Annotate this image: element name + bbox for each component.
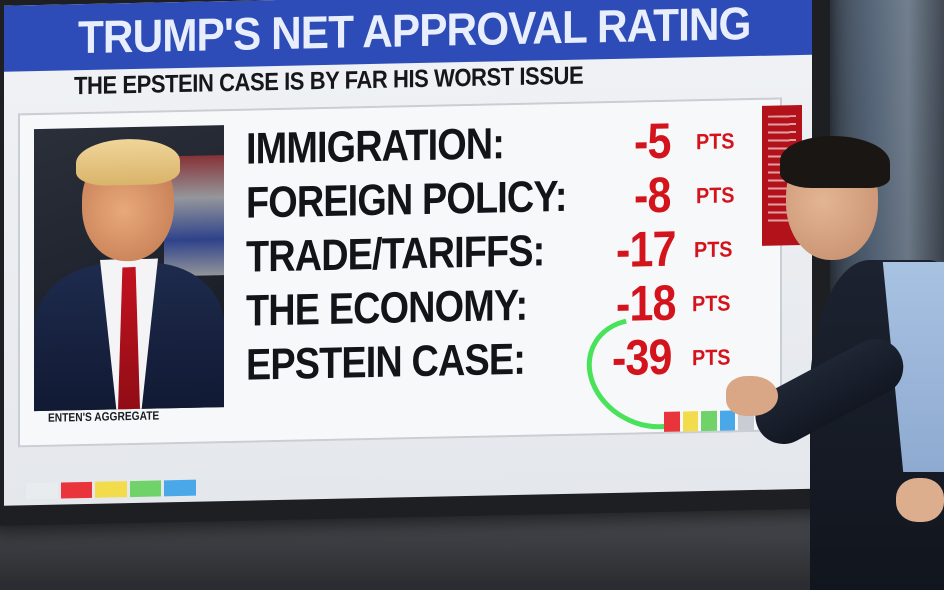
swatch[interactable] bbox=[129, 480, 162, 498]
issue-label: FOREIGN POLICY: bbox=[246, 171, 567, 228]
presenter-other-hand bbox=[896, 478, 944, 522]
issue-label: TRADE/TARIFFS: bbox=[246, 226, 545, 282]
issue-label: EPSTEIN CASE: bbox=[246, 334, 525, 390]
source-label: ENTEN'S AGGREGATE bbox=[48, 408, 160, 425]
swatch[interactable] bbox=[664, 411, 680, 432]
swatch[interactable] bbox=[682, 411, 699, 432]
issue-row-immigration[interactable]: IMMIGRATION: -5 PTS bbox=[246, 112, 766, 177]
presenter bbox=[700, 120, 944, 590]
swatch[interactable] bbox=[26, 482, 58, 500]
presenter-hair bbox=[780, 136, 890, 188]
issue-value: -5 bbox=[634, 112, 671, 170]
color-swatch-bar[interactable] bbox=[26, 479, 196, 500]
issue-value: -17 bbox=[616, 220, 676, 278]
screen-display: TRUMP'S NET APPROVAL RATING THE EPSTEIN … bbox=[4, 0, 812, 506]
issue-row-economy[interactable]: THE ECONOMY: -18 PTS bbox=[246, 275, 766, 339]
candidate-photo bbox=[34, 125, 224, 412]
issue-label: IMMIGRATION: bbox=[246, 119, 505, 174]
title-bar: TRUMP'S NET APPROVAL RATING bbox=[4, 0, 812, 72]
issue-label: THE ECONOMY: bbox=[246, 280, 528, 336]
issue-row-foreign-policy[interactable]: FOREIGN POLICY: -8 PTS bbox=[246, 166, 766, 231]
presenter-pointing-hand bbox=[726, 376, 778, 416]
photo-hair bbox=[76, 138, 180, 187]
issue-row-trade-tariffs[interactable]: TRADE/TARIFFS: -17 PTS bbox=[246, 220, 766, 285]
issue-value: -8 bbox=[634, 166, 671, 224]
swatch[interactable] bbox=[95, 481, 127, 498]
swatch[interactable] bbox=[60, 481, 93, 499]
graphic-title: TRUMP'S NET APPROVAL RATING bbox=[78, 0, 751, 64]
swatch[interactable] bbox=[164, 479, 196, 497]
